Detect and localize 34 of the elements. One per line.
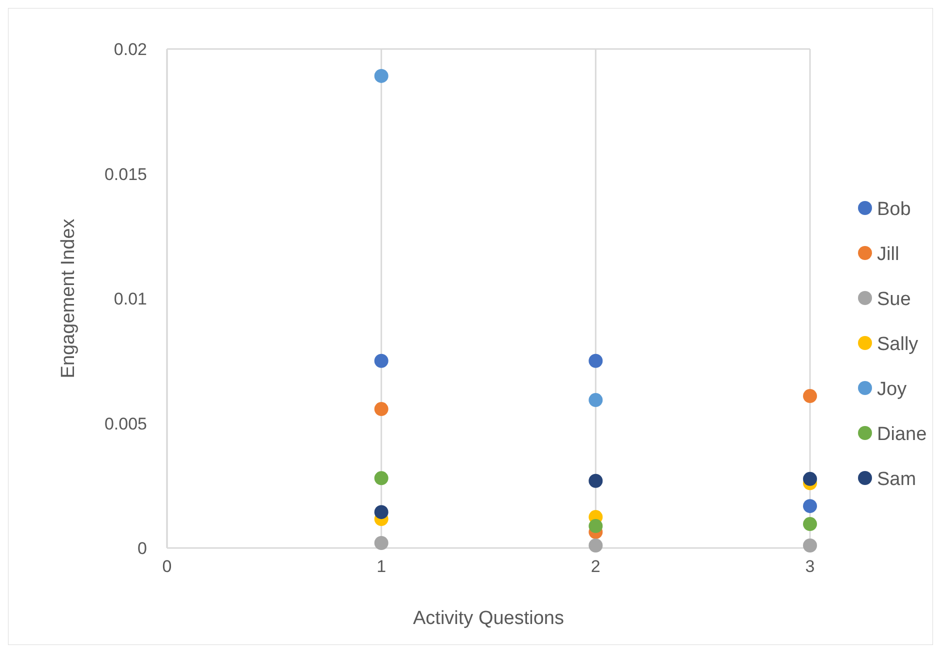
point <box>374 471 388 486</box>
point <box>803 472 817 486</box>
point <box>803 538 817 553</box>
point <box>588 393 603 408</box>
point <box>374 354 388 368</box>
point <box>588 474 603 488</box>
x-axis-title: Activity Questions <box>413 608 564 629</box>
point <box>803 389 817 404</box>
legend-label: Sam <box>877 469 916 490</box>
y-tick-label: 0.005 <box>104 414 147 434</box>
point <box>374 68 388 83</box>
legend-label: Diane <box>877 424 927 445</box>
y-axis-title: Engagement Index <box>58 218 79 378</box>
point <box>374 536 388 550</box>
point <box>588 354 603 368</box>
x-tick-label: 1 <box>376 557 386 576</box>
y-tick-label: 0.02 <box>114 40 147 59</box>
legend-label: Sally <box>877 334 919 355</box>
x-tick-label: 0 <box>162 557 172 576</box>
legend-label: Sue <box>877 289 911 310</box>
point <box>588 519 603 534</box>
legend-label: Jill <box>877 244 900 265</box>
x-tick-label: 2 <box>590 557 600 576</box>
point <box>374 402 388 416</box>
y-tick-label: 0.01 <box>114 290 147 308</box>
legend-label: Bob <box>877 199 911 220</box>
point <box>803 517 817 532</box>
x-tick-label: 3 <box>805 557 815 576</box>
point <box>803 499 817 514</box>
y-tick-label: 0.015 <box>104 164 147 184</box>
y-tick-label: 0 <box>138 539 147 558</box>
point <box>588 538 603 553</box>
point <box>374 505 388 520</box>
legend-label: Joy <box>877 379 908 400</box>
